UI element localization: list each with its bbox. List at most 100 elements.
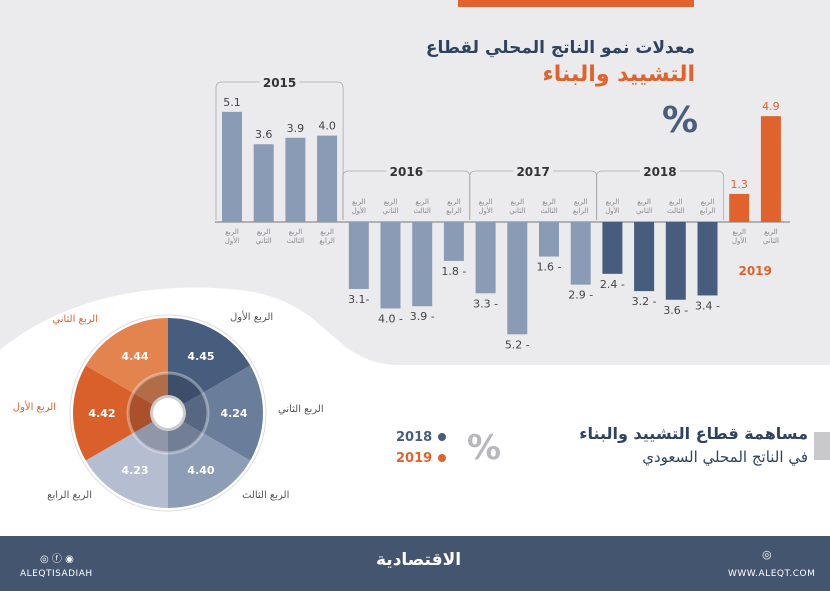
year-label-2015: 2015	[263, 76, 296, 90]
quarter-label: الربع	[415, 198, 429, 206]
donut-slice-2019-q2	[85, 317, 168, 413]
quarter-label: الرابع	[446, 207, 462, 215]
social-icons: ◎ ⓕ ◉	[40, 550, 74, 565]
quarter-label: الربع	[606, 198, 620, 206]
slice-label: الربع الثاني	[278, 404, 324, 415]
value-label: 5.2 -	[505, 338, 530, 351]
quarter-label: الربع	[384, 198, 398, 206]
quarter-label: الأول	[352, 206, 366, 215]
bar-2018-q4	[697, 222, 718, 296]
quarter-label: الربع	[637, 198, 651, 206]
top-accent-bar	[458, 0, 694, 7]
slice-label: الربع الثاني	[52, 314, 98, 325]
value-label: 1.8 -	[441, 265, 466, 278]
logo: الاقتصادية	[376, 550, 462, 570]
value-label: 4.9	[762, 100, 780, 113]
value-label: 3.4 -	[695, 299, 720, 312]
bar-2017-q1	[475, 222, 496, 294]
slice-label: الربع الرابع	[47, 490, 92, 501]
quarter-label: الأول	[478, 206, 492, 215]
value-label: 3.6 -	[663, 304, 688, 317]
slice-value: 4.45	[187, 350, 214, 363]
bar-2017-q2	[507, 222, 528, 335]
year-label-bg	[639, 164, 680, 178]
facebook-icon[interactable]: ⓕ	[51, 554, 62, 565]
slice-value: 4.24	[220, 407, 247, 420]
value-label: 2.4 -	[600, 278, 625, 291]
bar-2017-q4	[570, 222, 591, 285]
top-background	[0, 0, 830, 365]
year-label-bg	[386, 164, 427, 178]
donut-slice-2018-q2	[168, 365, 264, 461]
legend-dot-2018	[438, 433, 447, 441]
slice-label: الربع الأول	[13, 400, 56, 413]
quarter-label: الثاني	[256, 237, 272, 245]
quarter-label: الربع	[542, 198, 556, 206]
quarter-label: الرابع	[319, 237, 335, 245]
year-label-2018: 2018	[643, 165, 676, 179]
quarter-label: الثاني	[509, 207, 525, 215]
value-label: 5.1	[223, 96, 241, 109]
donut-chart: 4.45 الربع الأول 4.24 الربع الثاني 4.40 الربع…	[13, 310, 324, 512]
quarter-label: الربع	[352, 198, 366, 206]
quarter-label: الأول	[225, 236, 239, 245]
value-label: 3.6	[255, 128, 273, 141]
quarter-label: الأول	[605, 206, 619, 215]
quarter-label: الربع	[574, 198, 588, 206]
bar-2019-q2	[760, 116, 781, 222]
quarter-label: الثالث	[540, 207, 557, 215]
twitter-icon[interactable]: ◉	[65, 554, 74, 565]
website-link[interactable]: WWW.ALEQT.COM	[728, 569, 816, 579]
value-label: 3.1-	[348, 293, 369, 306]
globe-icon[interactable]: ◎	[762, 548, 772, 561]
bar-chart: 20155.1الربعالأول3.6الربعالثاني3.9الربعا…	[215, 75, 790, 351]
slice-label: الربع الأول	[230, 310, 273, 323]
quarter-label: الأول	[732, 236, 746, 245]
bar-2018-q1	[602, 222, 623, 274]
footer: ◎ ⓕ ◉ ALEQTISADIAH الاقتصادية ◎ WWW.ALEQ…	[0, 536, 830, 591]
value-label: 3.9	[287, 122, 305, 135]
quarter-label: الثاني	[763, 237, 779, 245]
contribution-subtitle: في الناتج المحلي السعودي	[642, 448, 808, 466]
instagram-icon[interactable]: ◎	[40, 554, 49, 565]
unit-percent: %	[662, 100, 699, 141]
value-label: 2.9 -	[568, 289, 593, 302]
social-handle[interactable]: ALEQTISADIAH	[20, 569, 93, 579]
value-label: 4.0	[318, 120, 336, 133]
donut-slice-2019-q1	[72, 365, 168, 461]
quarter-label: الثاني	[382, 207, 398, 215]
quarter-label: الربع	[289, 228, 303, 236]
quarter-label: الربع	[257, 228, 271, 236]
chart-title-line1: معدلات نمو الناتج المحلي لقطاع	[425, 38, 695, 58]
year-label-bg	[259, 75, 300, 89]
year-label-bg	[513, 164, 554, 178]
donut-slice-2018-q4	[85, 413, 168, 509]
bar-2015-q1	[222, 111, 242, 222]
value-label: 3.3 -	[473, 297, 498, 310]
slice-value: 4.44	[121, 350, 148, 363]
bar-2015-q2	[253, 144, 274, 222]
quarter-label: الربع	[669, 198, 683, 206]
donut-slice-2018-q1	[168, 318, 251, 413]
legend-dot-2019	[438, 454, 447, 462]
legend-2019: 2019	[396, 451, 447, 466]
quarter-label: الربع	[479, 198, 493, 206]
bar-2016-q1	[348, 222, 369, 289]
quarter-label: الرابع	[573, 207, 589, 215]
quarter-label: الربع	[225, 228, 239, 236]
legend-label-2018: 2018	[396, 430, 433, 445]
value-label: 4.0 -	[378, 312, 403, 325]
year-label-2019: 2019	[738, 264, 771, 278]
bar-2015-q3	[285, 137, 306, 222]
quarter-label: الربع	[510, 198, 524, 206]
quarter-label: الرابع	[700, 207, 716, 215]
quarter-label: الربع	[320, 228, 334, 236]
contribution-title: مساهمة قطاع التشييد والبناء	[579, 424, 808, 443]
quarter-label: الثالث	[414, 207, 431, 215]
bar-2018-q3	[665, 222, 686, 300]
slice-value: 4.23	[121, 464, 148, 477]
slice-label: الربع الثالث	[242, 490, 289, 501]
quarter-label: الربع	[701, 198, 715, 206]
value-label: 3.9 -	[410, 310, 435, 323]
